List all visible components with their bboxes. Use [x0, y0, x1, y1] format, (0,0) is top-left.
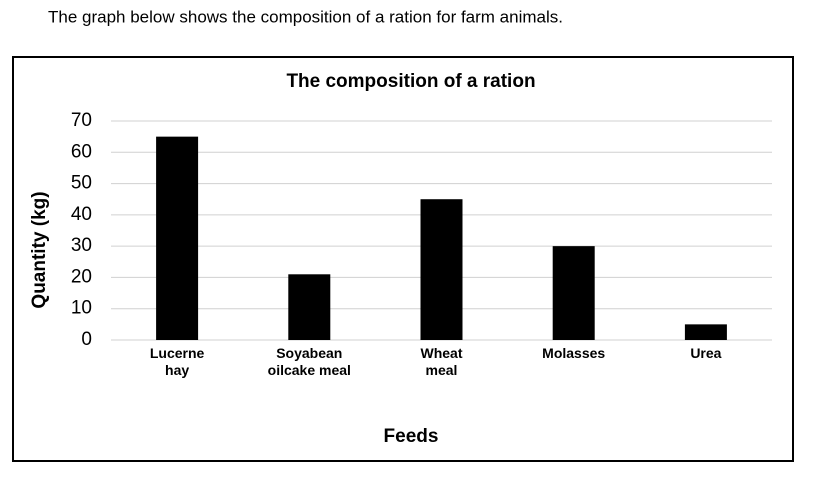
- x-tick-label: Lucerne hay: [149, 345, 205, 378]
- y-tick-label: 10: [71, 298, 92, 319]
- chart-title: The composition of a ration: [286, 71, 535, 92]
- y-axis-title: Quantity (kg): [29, 191, 50, 308]
- chart-frame: [12, 56, 794, 462]
- bar: [552, 246, 595, 340]
- y-tick-label: 70: [71, 110, 92, 131]
- y-tick-label: 60: [71, 141, 92, 162]
- intro-text: The graph below shows the composition of…: [48, 7, 563, 26]
- y-tick-label: 0: [81, 329, 92, 350]
- bar: [420, 199, 463, 340]
- y-tick-label: 30: [71, 235, 92, 256]
- x-axis-title: Feeds: [384, 426, 439, 447]
- bar: [156, 136, 199, 340]
- x-tick-label: Wheat meal: [420, 345, 463, 378]
- y-tick-label: 40: [71, 204, 92, 225]
- y-tick-label: 50: [71, 173, 92, 194]
- x-tick-label: Soyabean oilcake meal: [267, 345, 351, 378]
- x-tick-label: Urea: [690, 345, 722, 361]
- bar: [288, 274, 331, 340]
- bar: [684, 324, 727, 340]
- x-tick-label: Molasses: [542, 345, 606, 361]
- y-tick-label: 20: [71, 266, 92, 287]
